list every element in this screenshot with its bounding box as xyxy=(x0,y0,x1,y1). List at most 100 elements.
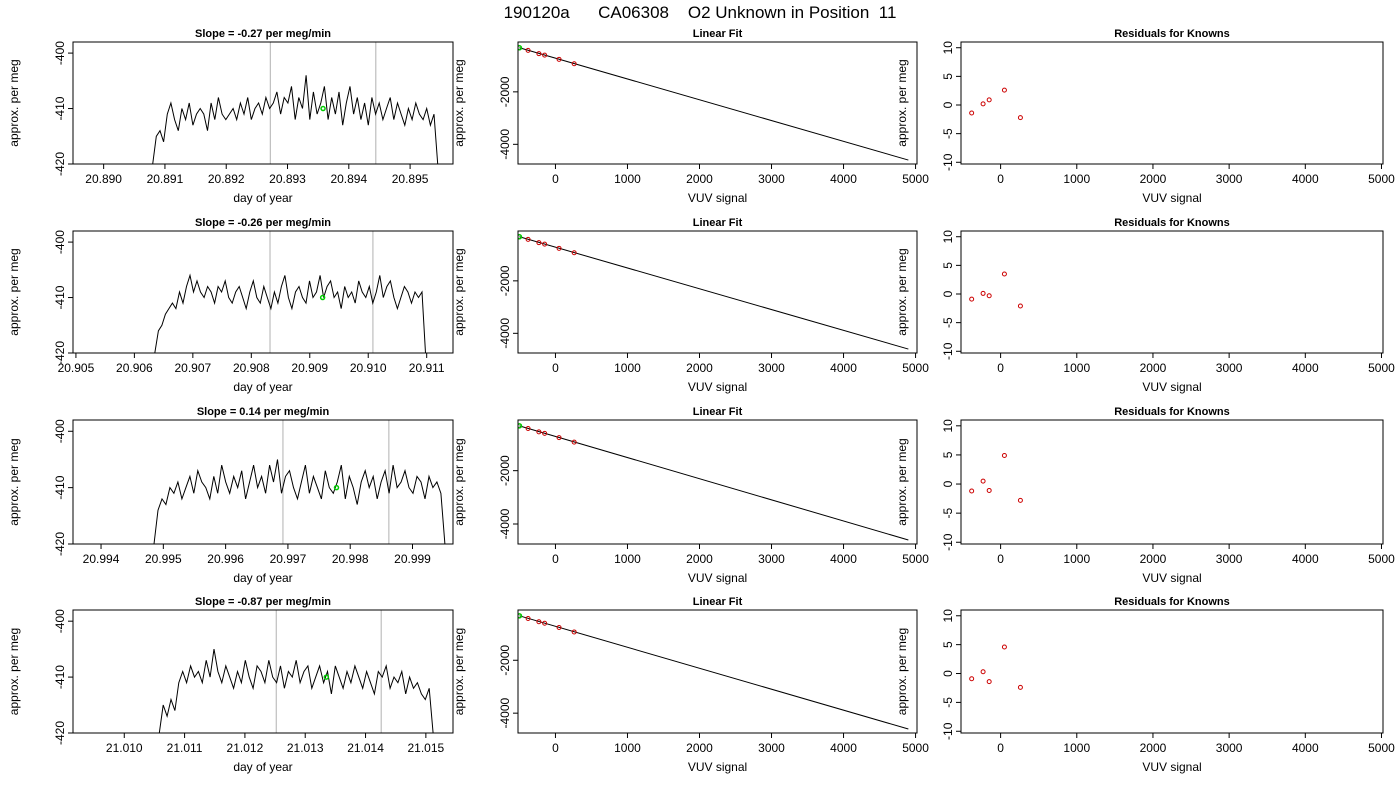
y-tick-label: -400 xyxy=(53,41,67,65)
y-axis-label: approx. per meg xyxy=(452,628,466,715)
x-tick-label: 20.894 xyxy=(330,172,367,186)
x-tick-label: 20.994 xyxy=(83,552,120,566)
y-tick-label: -10 xyxy=(941,722,955,740)
panel-title: Residuals for Knowns xyxy=(1114,28,1230,40)
x-tick-label: 3000 xyxy=(1216,172,1243,186)
known-point xyxy=(536,619,542,625)
y-tick-label: 5 xyxy=(941,641,955,648)
x-tick-label: 20.895 xyxy=(392,172,429,186)
known-point xyxy=(556,624,562,630)
known-point xyxy=(542,620,548,626)
known-point xyxy=(542,52,548,58)
residual-point xyxy=(969,488,975,494)
y-tick-label: -2000 xyxy=(498,76,512,107)
x-tick-label: 21.012 xyxy=(227,741,264,755)
residual-point xyxy=(986,293,992,299)
y-tick-label: -410 xyxy=(53,96,67,120)
residual-point xyxy=(969,296,975,302)
x-tick-label: 2000 xyxy=(686,172,713,186)
x-tick-label: 3000 xyxy=(1216,741,1243,755)
x-tick-label: 20.998 xyxy=(332,552,369,566)
plot-area xyxy=(154,231,426,353)
panel-title: Linear Fit xyxy=(693,217,743,229)
residual-point xyxy=(1001,271,1007,277)
y-tick-label: -400 xyxy=(53,419,67,443)
y-axis-label: approx. per meg xyxy=(7,628,21,715)
panel-residuals-row-2: Residuals for Knowns 0 1000 2000 3000 4000 500… xyxy=(895,217,1395,394)
x-tick-label: 20.890 xyxy=(85,172,122,186)
x-tick-label: 5000 xyxy=(1368,741,1395,755)
x-tick-label: 0 xyxy=(552,361,559,375)
panel-residuals-row-1: Residuals for Knowns 0 1000 2000 3000 4000 500… xyxy=(895,28,1395,205)
known-point xyxy=(556,435,562,441)
x-tick-label: 5000 xyxy=(902,172,929,186)
plot-area xyxy=(969,271,1023,309)
y-tick-label: -420 xyxy=(53,532,67,556)
unknown-marker xyxy=(319,294,326,301)
x-tick-label: 21.011 xyxy=(167,741,203,755)
residual-point xyxy=(1017,115,1023,121)
y-tick-label: 0 xyxy=(941,480,955,487)
panel-residuals-row-4: Residuals for Knowns 0 1000 2000 3000 4000 500… xyxy=(895,596,1395,774)
plot-area xyxy=(153,420,446,544)
x-tick-label: 3000 xyxy=(758,741,785,755)
x-tick-label: 21.015 xyxy=(408,741,445,755)
y-axis-label: approx. per meg xyxy=(895,628,909,715)
x-tick-label: 1000 xyxy=(614,741,641,755)
y-tick-label: -4000 xyxy=(498,318,512,349)
x-axis-label: VUV signal xyxy=(1142,760,1201,774)
x-tick-label: 20.908 xyxy=(233,361,270,375)
residual-point xyxy=(969,110,975,116)
y-tick-label: 10 xyxy=(941,419,955,433)
y-tick-label: -2000 xyxy=(498,645,512,676)
unknown-marker xyxy=(323,674,330,680)
known-point xyxy=(542,241,548,247)
residual-point xyxy=(1001,453,1007,459)
residual-point xyxy=(980,478,986,484)
x-tick-label: 4000 xyxy=(830,172,857,186)
plot-frame xyxy=(960,41,1384,165)
x-tick-label: 5000 xyxy=(902,741,929,755)
x-tick-label: 21.014 xyxy=(347,741,384,755)
x-tick-label: 20.891 xyxy=(147,172,184,186)
panel-title: Linear Fit xyxy=(693,596,743,608)
panel-title: Residuals for Knowns xyxy=(1114,596,1230,608)
y-axis-label: approx. per meg xyxy=(895,59,909,146)
residual-point xyxy=(986,679,992,685)
x-axis-label: day of year xyxy=(233,571,292,585)
x-axis-label: VUV signal xyxy=(1142,191,1201,205)
x-tick-label: 4000 xyxy=(830,741,857,755)
y-tick-label: -410 xyxy=(53,665,67,689)
panel-title: Linear Fit xyxy=(693,406,743,418)
y-tick-label: -410 xyxy=(53,285,67,309)
y-axis-label: approx. per meg xyxy=(895,248,909,335)
panel-title: Slope = -0.87 per meg/min xyxy=(195,596,331,608)
y-tick-label: -5 xyxy=(941,697,955,708)
x-axis-label: VUV signal xyxy=(688,571,747,585)
y-tick-label: 10 xyxy=(941,609,955,623)
x-tick-label: 2000 xyxy=(686,361,713,375)
x-tick-label: 1000 xyxy=(614,361,641,375)
x-tick-label: 4000 xyxy=(1292,552,1319,566)
residual-point xyxy=(1017,684,1023,690)
panel-title: Slope = 0.14 per meg/min xyxy=(197,406,330,418)
residual-point xyxy=(1001,644,1007,650)
x-tick-label: 0 xyxy=(997,552,1004,566)
residual-point xyxy=(1017,303,1023,309)
residual-point xyxy=(980,101,986,107)
y-tick-label: -2000 xyxy=(498,455,512,486)
panel-title: Slope = -0.27 per meg/min xyxy=(195,28,331,40)
panel-title: Slope = -0.26 per meg/min xyxy=(195,217,331,229)
residual-point xyxy=(969,676,975,682)
x-tick-label: 20.909 xyxy=(291,361,328,375)
plot-frame xyxy=(517,609,918,734)
unknown-point xyxy=(518,613,523,619)
x-tick-label: 5000 xyxy=(902,361,929,375)
plot-frame xyxy=(960,419,1384,545)
x-tick-label: 4000 xyxy=(1292,172,1319,186)
y-axis-label: approx. per meg xyxy=(895,438,909,525)
known-point xyxy=(571,61,577,67)
plot-frame xyxy=(72,230,454,354)
y-axis-label: approx. per meg xyxy=(7,248,21,335)
